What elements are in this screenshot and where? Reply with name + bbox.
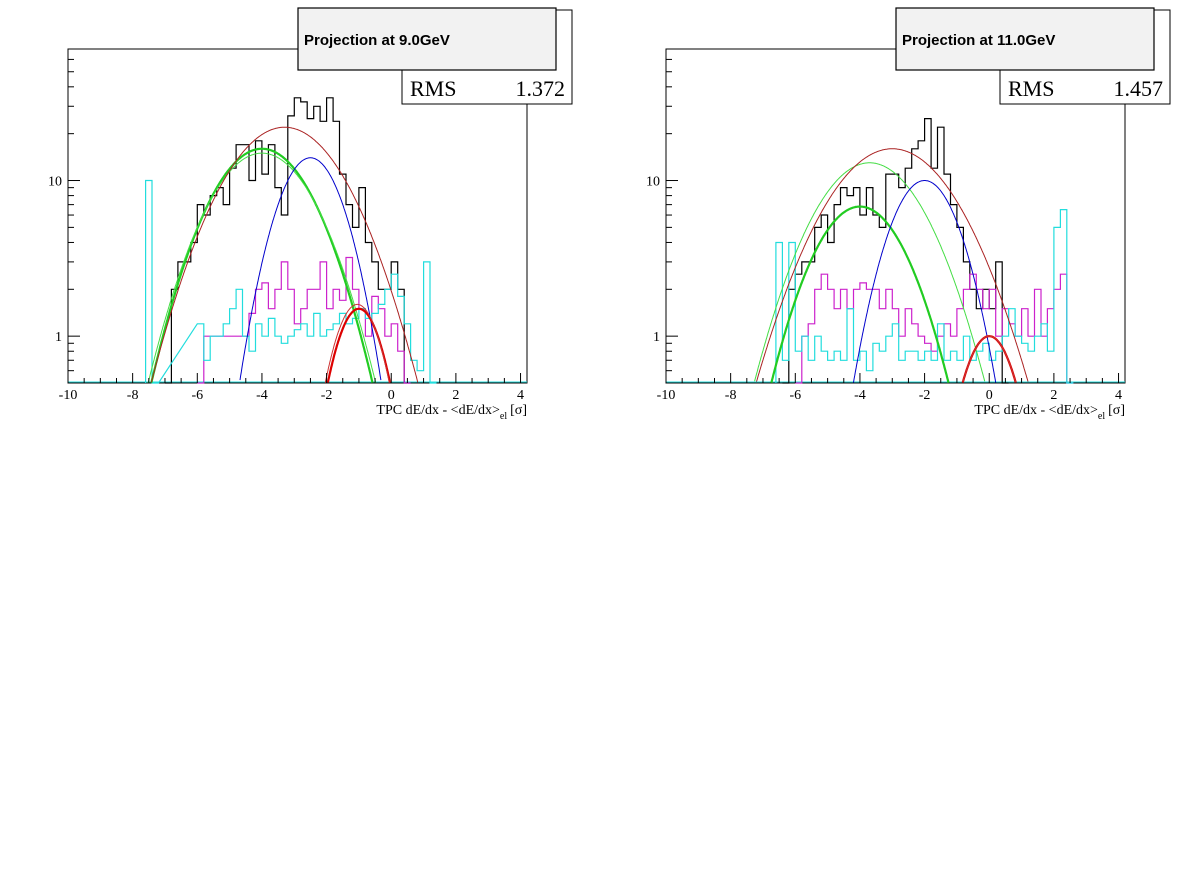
chart-panel-11gev: -10 -8 -6 -4 -2 0 2 4 1 10 TPC dE/dx - <dE/dx>el[… <box>646 7 1171 422</box>
chart-title: Projection at 9.0GeV <box>304 32 450 49</box>
chart-panel-9gev: -10 -8 -6 -4 -2 0 2 4 1 10 TPC dE/dx - <dE/dx>el[… <box>48 7 573 422</box>
curve-green-thin <box>754 162 986 382</box>
x-tick-label: -4 <box>854 388 866 403</box>
x-tick-label: -2 <box>919 388 931 403</box>
x-axis-label-subscript: el <box>500 411 507 422</box>
chart-marks <box>68 97 527 384</box>
histogram-black <box>165 97 411 384</box>
stats-rms-label: RMS <box>410 76 456 101</box>
x-axis-label-unit: [σ] <box>1108 403 1125 418</box>
x-tick-label: 2 <box>1050 388 1057 403</box>
curve-brown-total <box>756 148 1029 382</box>
x-tick-label: -8 <box>725 388 737 403</box>
x-tick-label: -4 <box>256 388 268 403</box>
y-tick-label: 10 <box>646 175 660 190</box>
stats-rms-label: RMS <box>1008 76 1054 101</box>
curve-red-thin <box>962 335 1017 383</box>
x-axis-label-unit: [σ] <box>510 403 527 418</box>
y-tick-label: 1 <box>55 330 62 345</box>
curve-green-thin <box>147 152 377 384</box>
axis-ticks: -10 -8 -6 -4 -2 0 2 4 1 10 <box>646 48 1122 403</box>
stats-rms-value: 1.372 <box>516 76 566 101</box>
curve-green-thick <box>150 147 374 383</box>
chart-title: Projection at 11.0GeV <box>902 32 1055 49</box>
x-tick-label: -10 <box>59 388 78 403</box>
x-tick-label: 0 <box>986 388 993 403</box>
x-tick-label: 0 <box>388 388 395 403</box>
curve-green-thick <box>770 205 950 384</box>
curve-blue <box>239 157 382 381</box>
chart-marks <box>666 118 1125 384</box>
x-tick-label: 4 <box>1115 388 1122 403</box>
x-axis-label: TPC dE/dx - <dE/dx>el [σ] <box>376 403 527 422</box>
y-tick-label: 1 <box>653 330 660 345</box>
curve-brown-total <box>150 126 419 383</box>
x-tick-label: -10 <box>657 388 676 403</box>
histogram-cyan <box>775 209 1074 384</box>
stats-rms-value: 1.457 <box>1114 76 1164 101</box>
curve-red-thin <box>324 303 390 383</box>
histogram-magenta <box>197 256 411 384</box>
x-tick-label: -2 <box>321 388 333 403</box>
x-axis-label-subscript: el <box>1098 411 1105 422</box>
x-tick-label: 4 <box>517 388 524 403</box>
axis-ticks: -10 -8 -6 -4 -2 0 2 4 1 10 <box>48 48 524 403</box>
x-tick-label: -6 <box>789 388 801 403</box>
y-tick-label: 10 <box>48 175 62 190</box>
title-box <box>297 7 557 71</box>
x-axis-label: TPC dE/dx - <dE/dx>el [σ] <box>974 403 1125 422</box>
curve-blue <box>853 180 997 383</box>
title-box <box>895 7 1155 71</box>
x-tick-label: -8 <box>127 388 139 403</box>
x-tick-label: -6 <box>191 388 203 403</box>
histogram-cyan <box>145 179 437 384</box>
x-tick-label: 2 <box>452 388 459 403</box>
